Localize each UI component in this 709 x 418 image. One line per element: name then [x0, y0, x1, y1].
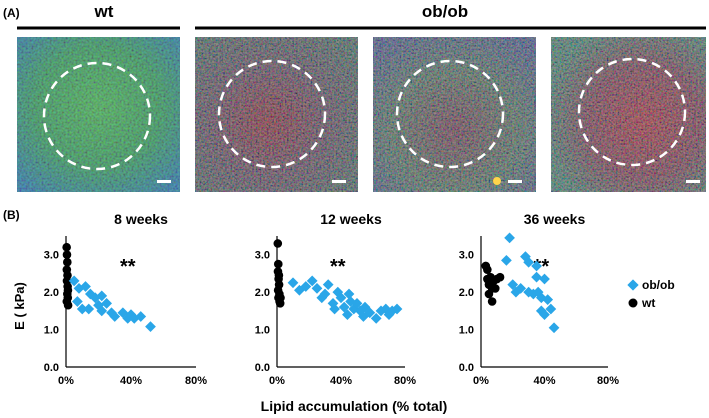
- x-axis-title: Lipid accumulation (% total): [261, 398, 448, 414]
- y-tick-label: 0.0: [255, 362, 270, 374]
- chart-title: 36 weeks: [524, 211, 586, 227]
- data-point-wt: [483, 265, 492, 274]
- data-point-wt: [273, 259, 283, 269]
- roi-circle: [217, 59, 327, 169]
- series-wt: [273, 239, 285, 308]
- roi-circle: [42, 61, 152, 171]
- data-point-wt: [484, 289, 494, 299]
- micrograph-wt: [17, 37, 180, 192]
- series-obob: [68, 275, 156, 332]
- micrograph-obob-2: [373, 37, 536, 192]
- series-obob: [287, 275, 403, 324]
- scale-bar: [157, 180, 171, 183]
- group-label-obob: ob/ob: [422, 2, 468, 21]
- x-tick-label: 80%: [597, 375, 619, 387]
- series-wt: [481, 261, 505, 306]
- data-point-wt: [273, 239, 283, 248]
- data-point-obob: [548, 322, 560, 334]
- data-point-obob: [504, 232, 515, 244]
- roi-circle: [395, 59, 505, 169]
- y-tick-label: 0.0: [459, 362, 474, 374]
- panel-b-label: (B): [3, 208, 20, 222]
- chart-1: 8 weeks 0.0 1.0 2.0 3.0 0% 40% 80% **: [44, 211, 208, 387]
- data-point-obob: [83, 303, 95, 315]
- chart-title: 12 weeks: [320, 211, 382, 227]
- data-point-wt: [62, 250, 72, 260]
- data-point-wt: [63, 257, 72, 267]
- data-point-wt: [62, 242, 71, 252]
- y-tick-label: 3.0: [459, 250, 474, 262]
- data-point-wt: [276, 293, 285, 303]
- legend-marker-wt: [628, 298, 638, 308]
- legend-item-wt: wt: [628, 296, 655, 310]
- bright-spot: [493, 177, 501, 185]
- data-point-obob: [287, 277, 299, 289]
- chart-2: 12 weeks 0.0 1.0 2.0 3.0 0% 40% 80% **: [255, 211, 417, 387]
- data-point-obob: [501, 254, 512, 266]
- x-tick-label: 80%: [185, 375, 207, 387]
- data-point-wt: [63, 300, 73, 310]
- significance-annotation: **: [120, 256, 136, 278]
- y-tick-label: 3.0: [44, 250, 59, 262]
- legend-marker-obob: [627, 279, 639, 291]
- x-tick-label: 40%: [330, 375, 352, 387]
- significance-annotation: **: [330, 256, 346, 278]
- x-tick-label: 0%: [58, 375, 74, 387]
- y-axis-title: E ( kPa): [12, 282, 27, 330]
- data-point-obob: [322, 279, 334, 291]
- roi-circle: [577, 57, 687, 167]
- chart-title: 8 weeks: [114, 211, 168, 227]
- x-tick-label: 40%: [120, 375, 142, 387]
- x-tick-label: 80%: [394, 375, 416, 387]
- x-tick-label: 40%: [533, 375, 555, 387]
- y-tick-label: 3.0: [255, 250, 270, 262]
- x-tick-label: 0%: [269, 375, 285, 387]
- y-tick-label: 1.0: [255, 325, 270, 337]
- x-tick-label: 0%: [473, 375, 489, 387]
- y-tick-label: 0.0: [44, 362, 59, 374]
- data-point-wt: [274, 271, 284, 280]
- micrograph-obob-1: [195, 37, 358, 192]
- scale-bar: [508, 180, 522, 183]
- y-tick-label: 2.0: [459, 287, 474, 299]
- legend-label-obob: ob/ob: [642, 278, 675, 292]
- data-point-wt: [490, 284, 500, 293]
- y-tick-label: 2.0: [255, 287, 270, 299]
- y-tick-label: 1.0: [459, 325, 474, 337]
- micrograph-obob-3: [551, 37, 706, 192]
- series-obob: [501, 232, 560, 334]
- data-point-wt: [495, 272, 505, 282]
- charts: 8 weeks 0.0 1.0 2.0 3.0 0% 40% 80% ** 12 weeks 0.0…: [44, 211, 620, 387]
- group-label-wt: wt: [94, 2, 114, 21]
- data-point-wt: [487, 297, 497, 306]
- scale-bar: [332, 180, 346, 183]
- panel-a-label: (A): [3, 6, 20, 20]
- data-point-obob: [145, 321, 156, 332]
- legend-item-obob: ob/ob: [627, 278, 675, 292]
- y-tick-label: 2.0: [44, 287, 59, 299]
- legend-label-wt: wt: [641, 296, 655, 310]
- legend: ob/ob wt: [627, 278, 675, 310]
- y-tick-label: 1.0: [44, 325, 59, 337]
- series-wt: [62, 242, 73, 310]
- scale-bar: [686, 180, 700, 183]
